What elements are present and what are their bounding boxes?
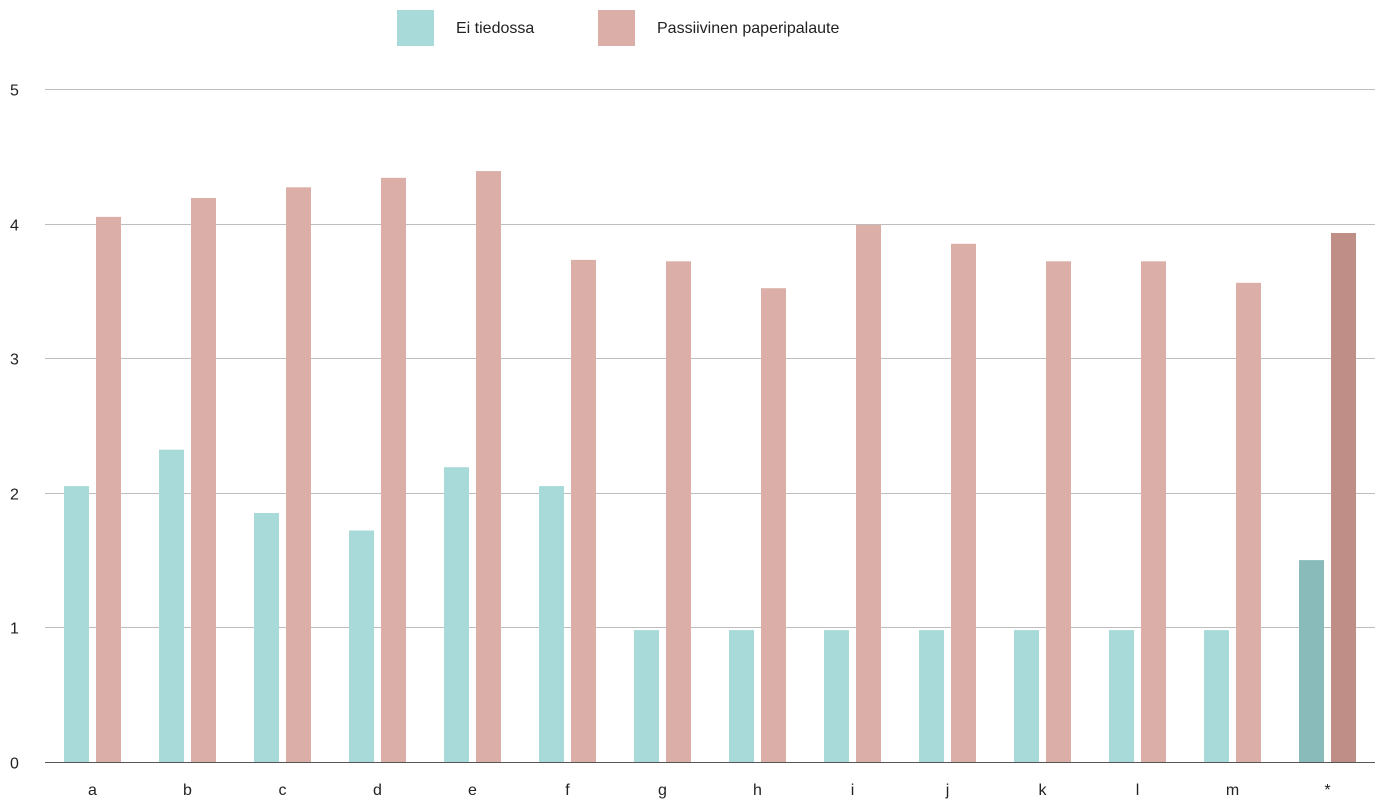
x-axis-ticks: a b c d e f g h i j k l m * [88,782,1331,799]
x-tick-label-l: l [1136,782,1140,799]
legend-label-ei-tiedossa: Ei tiedossa [456,20,534,37]
bar-passiivinen-paperipalaute-l [1141,261,1166,762]
x-tick-label-star: * [1324,782,1330,799]
legend: Ei tiedossa Passiivinen paperipalaute [397,10,839,46]
bar-ei-tiedossa-m [1204,630,1229,762]
bar-passiivinen-paperipalaute-m [1236,282,1261,762]
x-tick-label-c: c [279,782,287,799]
bar-passiivinen-paperipalaute-c [286,187,311,763]
bar-ei-tiedossa-d [349,530,374,762]
bar-passiivinen-paperipalaute-i [856,224,881,762]
y-axis-ticks: 0 1 2 3 4 5 [10,83,19,773]
bar-passiivinen-paperipalaute-h [761,288,786,762]
bar-ei-tiedossa-star [1299,560,1324,762]
x-tick-label-a: a [88,782,97,799]
x-tick-label-g: g [658,782,667,799]
bar-passiivinen-paperipalaute-k [1046,261,1071,762]
bars [64,171,1356,763]
gridlines [45,89,1375,763]
y-tick-label-3: 3 [10,352,19,369]
y-tick-label-0: 0 [10,756,19,773]
y-tick-label-1: 1 [10,621,19,638]
x-tick-label-h: h [753,782,762,799]
y-tick-label-4: 4 [10,218,19,235]
bar-ei-tiedossa-i [824,630,849,762]
legend-swatch-passiivinen-paperipalaute [598,10,635,46]
bar-passiivinen-paperipalaute-a [96,216,121,762]
y-tick-label-2: 2 [10,487,19,504]
bar-ei-tiedossa-h [729,630,754,762]
x-tick-label-f: f [565,782,570,799]
bar-passiivinen-paperipalaute-e [476,171,501,763]
legend-swatch-ei-tiedossa [397,10,434,46]
x-tick-label-j: j [945,782,950,799]
bar-passiivinen-paperipalaute-d [381,177,406,763]
x-tick-label-b: b [183,782,192,799]
bar-ei-tiedossa-a [64,486,89,762]
x-tick-label-d: d [373,782,382,799]
bar-ei-tiedossa-f [539,486,564,762]
bar-ei-tiedossa-l [1109,630,1134,762]
y-tick-label-5: 5 [10,83,19,100]
bar-passiivinen-paperipalaute-f [571,259,596,762]
legend-label-passiivinen-paperipalaute: Passiivinen paperipalaute [657,20,839,37]
bar-ei-tiedossa-j [919,630,944,762]
bar-ei-tiedossa-b [159,449,184,762]
bar-passiivinen-paperipalaute-b [191,198,216,762]
x-tick-label-e: e [468,782,477,799]
bar-ei-tiedossa-g [634,630,659,762]
bar-ei-tiedossa-c [254,513,279,762]
bar-ei-tiedossa-e [444,467,469,762]
x-tick-label-k: k [1039,782,1048,799]
bar-passiivinen-paperipalaute-g [666,261,691,762]
x-tick-label-m: m [1226,782,1239,799]
bar-passiivinen-paperipalaute-star [1331,233,1356,762]
x-tick-label-i: i [851,782,855,799]
bar-passiivinen-paperipalaute-j [951,243,976,763]
bar-ei-tiedossa-k [1014,630,1039,762]
